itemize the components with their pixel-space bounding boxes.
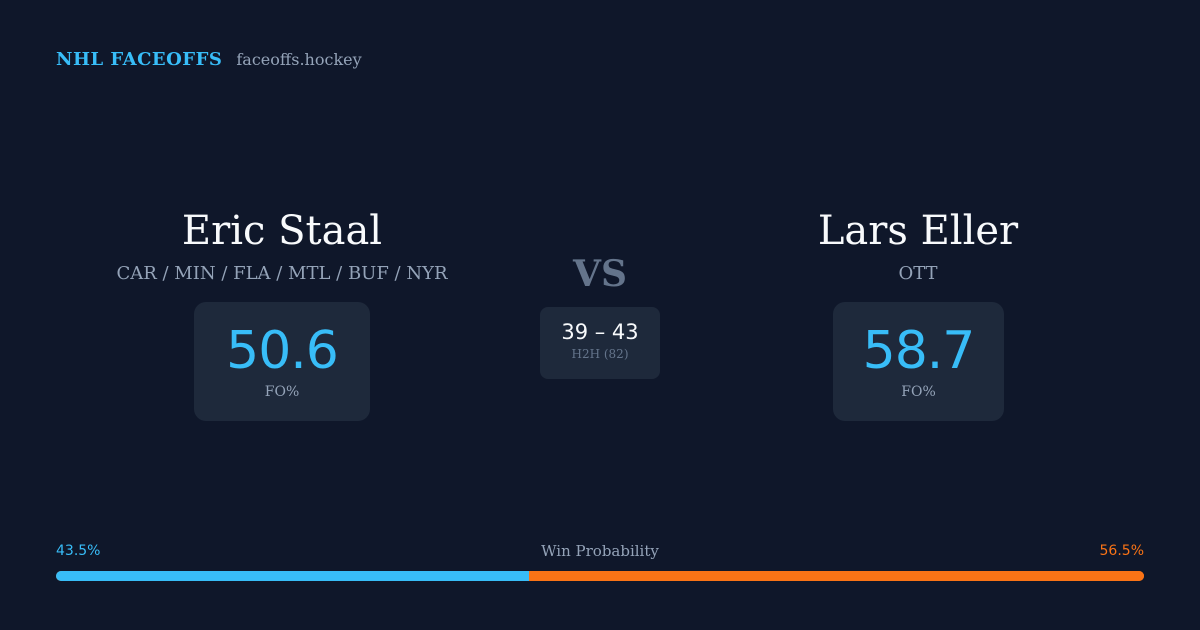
left-probability-fill — [56, 571, 530, 581]
left-player-fo-label: FO% — [264, 384, 300, 400]
right-probability-fill — [529, 571, 1144, 581]
right-win-probability: 56.5% — [1099, 543, 1144, 559]
brand-header: NHL FACEOFFS faceoffs.hockey — [56, 49, 362, 70]
brand-title[interactable]: NHL FACEOFFS — [56, 49, 223, 70]
right-player-fo-value: 58.7 — [862, 321, 976, 381]
right-player-teams: OTT — [898, 263, 938, 284]
win-probability-bar — [56, 571, 1144, 581]
left-win-probability: 43.5% — [56, 543, 101, 559]
left-player-teams: CAR / MIN / FLA / MTL / BUF / NYR — [116, 263, 448, 284]
win-probability-labels: 43.5% Win Probability 56.5% — [56, 542, 1144, 560]
right-player-name: Lars Eller — [817, 208, 1019, 254]
brand-url[interactable]: faceoffs.hockey — [236, 50, 362, 69]
right-player: Lars Eller OTT — [698, 205, 1138, 287]
left-player-name: Eric Staal — [181, 208, 383, 254]
right-player-stat-card: 58.7 FO% — [833, 302, 1004, 421]
win-probability-title: Win Probability — [541, 542, 659, 560]
head-to-head-label: H2H (82) — [571, 347, 629, 361]
left-player-fo-value: 50.6 — [226, 321, 339, 381]
head-to-head-card: 39 – 43 H2H (82) — [540, 307, 660, 379]
right-player-fo-label: FO% — [901, 384, 936, 400]
left-player-stat-card: 50.6 FO% — [194, 302, 370, 421]
head-to-head-score: 39 – 43 — [561, 320, 639, 344]
left-player: Eric Staal CAR / MIN / FLA / MTL / BUF /… — [62, 205, 502, 287]
